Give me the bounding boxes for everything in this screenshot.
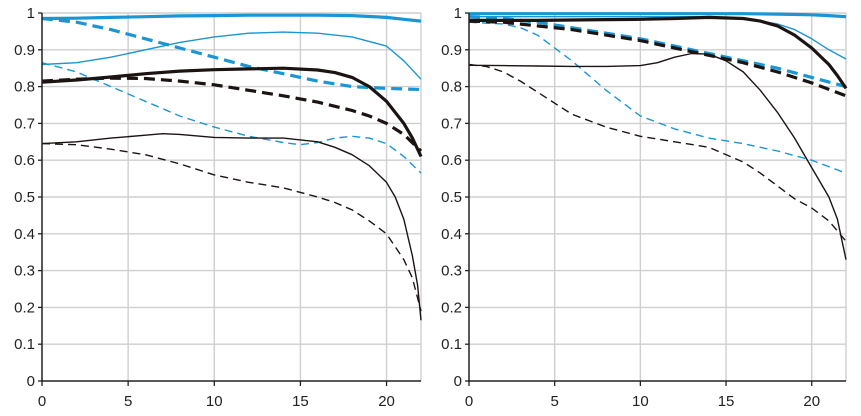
x-tick-label: 5: [551, 393, 559, 410]
series-group: [41, 13, 423, 321]
series-line-blue-thick-dashed: [468, 15, 847, 89]
series-line-black-thin-solid: [41, 132, 422, 321]
left-mtf-panel: 00.10.20.30.40.50.60.70.80.910 5 10 15 20: [14, 5, 423, 410]
x-tick-label: 10: [206, 393, 223, 410]
grid: [469, 12, 847, 381]
series-line-black-thin-dashed: [41, 142, 422, 312]
y-tick-label: 0.7: [14, 115, 35, 132]
y-tick-label: 1: [27, 5, 35, 22]
series-line-black-thick-dashed: [468, 19, 847, 98]
y-tick-label: 1: [454, 5, 462, 22]
series-line-blue-thick-solid: [41, 13, 422, 23]
x-tick-label: 15: [718, 393, 735, 410]
y-tick-label: 0.6: [441, 152, 462, 169]
y-tick-label: 0.2: [14, 299, 35, 316]
y-tick-label: 0.9: [14, 42, 35, 59]
x-tick-label: 10: [632, 393, 649, 410]
x-tick-label: 0: [465, 393, 473, 410]
series-line-black-thin-dashed: [468, 63, 847, 242]
y-tick-label: 0: [27, 373, 35, 390]
y-tick-label: 0.4: [14, 226, 35, 243]
right-mtf-panel: 00.10.20.30.40.50.60.70.80.910 5 10 15 20: [441, 5, 848, 410]
x-tick-label: 20: [378, 393, 395, 410]
series-line-blue-thick-dashed: [41, 16, 422, 92]
series-line-blue-thick-solid: [469, 12, 847, 19]
y-tick-label: 0.5: [441, 189, 462, 206]
y-tick-label: 0.8: [441, 79, 462, 96]
y-tick-label: 0.9: [441, 42, 462, 59]
y-tick-label: 0.2: [441, 299, 462, 316]
y-tick-label: 0.3: [14, 263, 35, 280]
series-line-blue-thin-dashed: [468, 21, 847, 174]
y-tick-label: 0.8: [14, 79, 35, 96]
y-tick-label: 0.6: [14, 152, 35, 169]
series-line-black-thick-dashed: [41, 76, 423, 153]
series-line-blue-thin-solid: [41, 31, 422, 80]
x-tick-label: 0: [38, 393, 46, 410]
y-tick-label: 0.3: [441, 263, 462, 280]
series-line-black-thin-solid: [468, 52, 847, 260]
x-tick-label: 5: [124, 393, 132, 410]
y-tick-label: 0: [454, 373, 462, 390]
series-group: [468, 12, 848, 260]
y-tick-label: 0.7: [441, 115, 462, 132]
series-line-black-thick-solid: [41, 66, 423, 158]
x-tick-label: 20: [803, 393, 820, 410]
series-line-blue-thin-dashed: [41, 62, 422, 174]
y-tick-label: 0.1: [441, 336, 462, 353]
series-line-black-thick-solid: [469, 15, 848, 90]
y-tick-label: 0.1: [14, 336, 35, 353]
y-tick-label: 0.5: [14, 189, 35, 206]
x-tick-label: 15: [292, 393, 309, 410]
y-tick-label: 0.4: [441, 226, 462, 243]
